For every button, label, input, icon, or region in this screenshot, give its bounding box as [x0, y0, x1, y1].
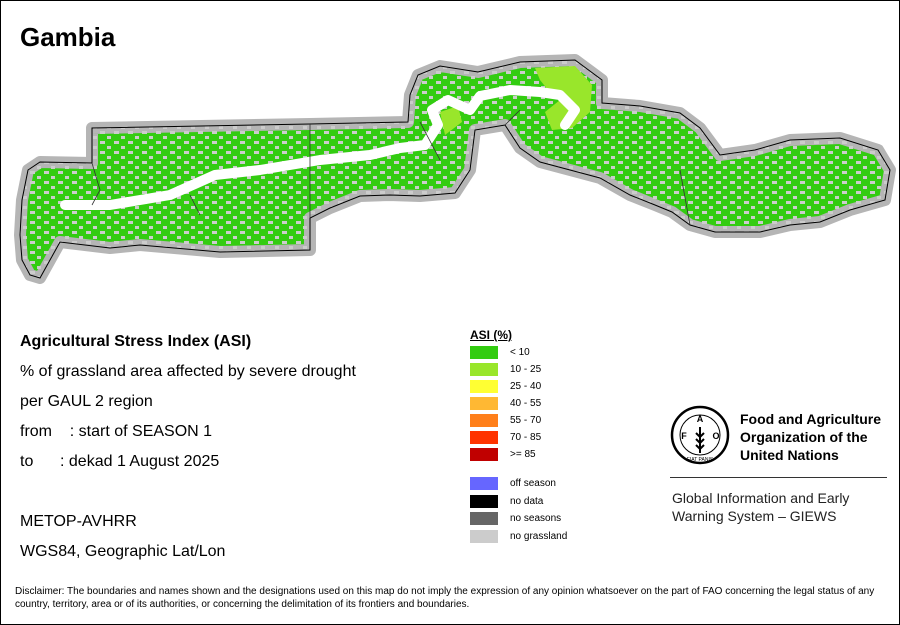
svg-text:O: O: [712, 431, 719, 441]
legend-swatch: [470, 431, 498, 444]
legend-label: 70 - 85: [510, 432, 542, 443]
legend-swatch: [470, 363, 498, 376]
map-title: Gambia: [20, 22, 116, 52]
legend-label: >= 85: [510, 449, 536, 460]
subtitle-line-2: per GAUL 2 region: [20, 393, 153, 410]
svg-text:A: A: [697, 414, 704, 424]
projection-label: WGS84, Geographic Lat/Lon: [20, 543, 226, 560]
legend-label: off season: [510, 478, 556, 489]
sensor-label: METOP-AVHRR: [20, 513, 137, 530]
legend-swatch: [470, 448, 498, 461]
index-title: Agricultural Stress Index (ASI): [20, 333, 252, 350]
org-name-line-1: Food and Agriculture: [740, 411, 882, 427]
legend-swatch: [470, 494, 498, 508]
legend-swatch: [470, 512, 498, 525]
legend-swatch: [470, 414, 498, 427]
legend-swatch: [470, 477, 498, 490]
legend-swatch: [470, 346, 498, 359]
legend-title: ASI (%): [470, 328, 512, 342]
legend-swatch: [470, 397, 498, 410]
disclaimer-text: Disclaimer: The boundaries and names sho…: [15, 586, 875, 610]
legend-label: 55 - 70: [510, 415, 542, 426]
legend-label: < 10: [510, 347, 530, 358]
program-line-1: Global Information and Early: [672, 490, 850, 506]
legend-swatch: [470, 380, 498, 393]
legend-swatch: [470, 529, 498, 543]
subtitle-line-1: % of grassland area affected by severe d…: [20, 363, 356, 380]
legend-label: no data: [510, 495, 544, 507]
period-from: from : start of SEASON 1: [20, 423, 213, 440]
org-name-line-2: Organization of the: [740, 429, 868, 445]
legend-label: no seasons: [510, 513, 562, 524]
program-name: Global Information and Early Warning Sys…: [672, 489, 887, 525]
fao-logo-icon: A F O FIAT PANIS: [670, 405, 730, 465]
organization-name: Food and Agriculture Organization of the…: [740, 410, 890, 464]
legend-label: 10 - 25: [510, 364, 542, 375]
country-map: [14, 54, 896, 284]
country-outline: [19, 59, 891, 279]
org-divider: [670, 477, 887, 478]
district-boundaries: [91, 109, 691, 226]
period-to: to : dekad 1 August 2025: [20, 453, 220, 470]
legend-label: no grassland: [510, 530, 568, 542]
gambia-river: [60, 85, 580, 210]
legend-label: 40 - 55: [510, 398, 542, 409]
svg-text:F: F: [681, 431, 687, 441]
program-line-2: Warning System – GIEWS: [672, 508, 837, 524]
org-name-line-3: United Nations: [740, 447, 839, 463]
legend-label: 25 - 40: [510, 381, 542, 392]
asi-10-25-region-small: [440, 106, 462, 135]
svg-text:FIAT PANIS: FIAT PANIS: [687, 457, 714, 463]
